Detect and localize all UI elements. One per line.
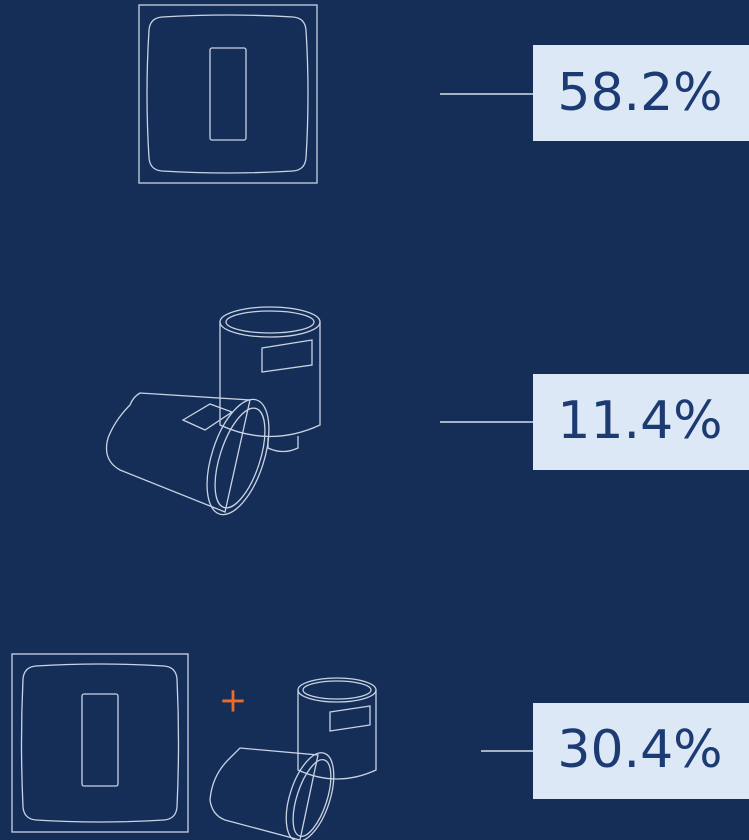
percentage: 30.4%	[557, 720, 722, 780]
combo-icon: +	[11, 653, 377, 840]
label-box	[533, 45, 749, 141]
percentage: 11.4%	[557, 391, 722, 451]
switch-icon	[138, 4, 318, 184]
label-box	[533, 374, 749, 470]
label-box	[533, 703, 749, 799]
percentage: 58.2%	[557, 63, 722, 123]
valve-icon	[105, 306, 321, 516]
plus-sign: +	[219, 681, 248, 721]
